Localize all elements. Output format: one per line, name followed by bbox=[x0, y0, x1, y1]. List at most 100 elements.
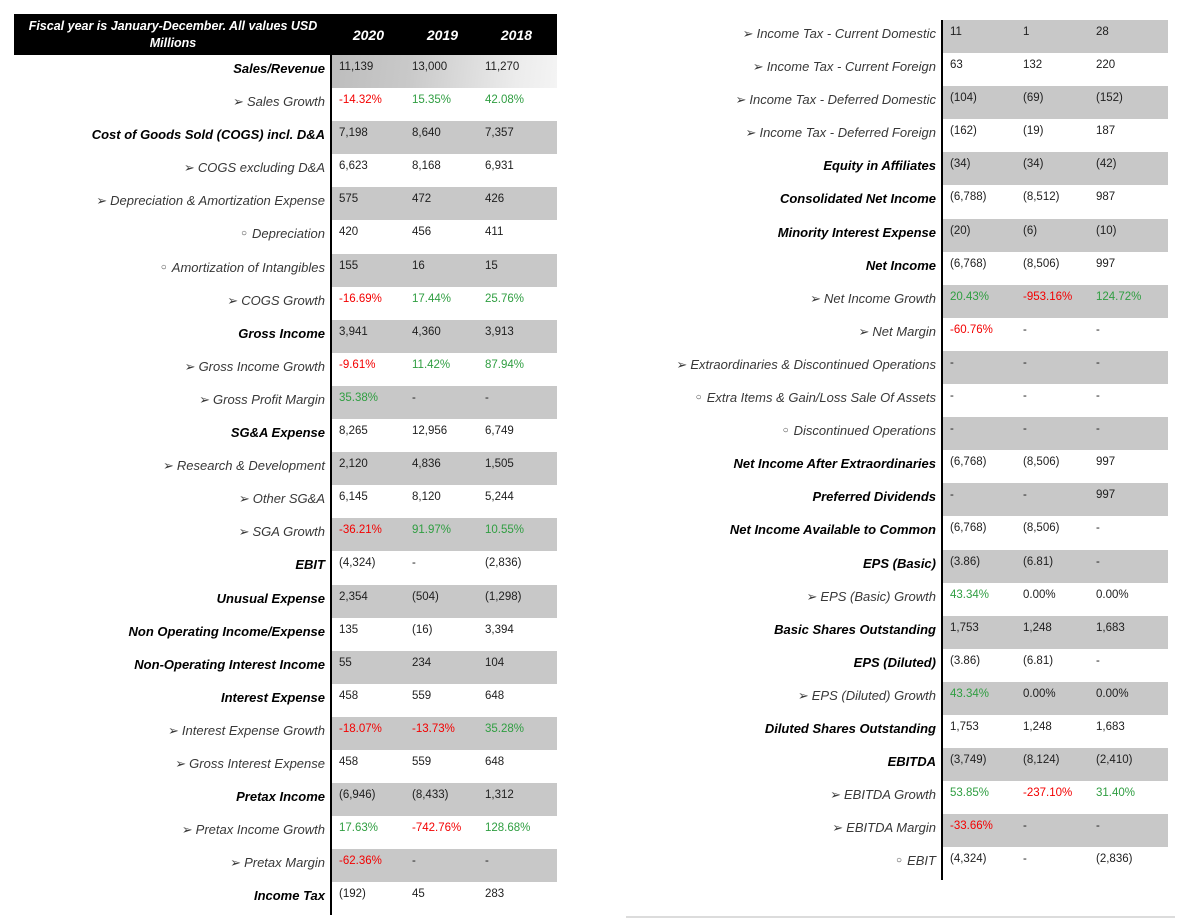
table-row: Net Income After Extraordinaries (6,768)… bbox=[628, 450, 1168, 484]
income-statement-table-right: ➢ Income Tax - Current Domestic 11 1 28 ➢… bbox=[628, 20, 1168, 881]
row-values: (3.86) (6.81) - bbox=[941, 648, 1168, 682]
value-cell-2018: 283 bbox=[485, 888, 505, 901]
row-label-text: EPS (Diluted) bbox=[853, 654, 936, 670]
bullet-circle-icon: ○ bbox=[240, 228, 247, 240]
value-cell-2018: (42) bbox=[1096, 158, 1117, 171]
table-row: Net Income Available to Common (6,768) (… bbox=[628, 516, 1168, 550]
row-values: (6,946) (8,433) 1,312 bbox=[330, 783, 557, 817]
value-cell-2018: 411 bbox=[485, 226, 504, 239]
row-label-text: EBITDA Growth bbox=[844, 787, 936, 803]
row-label: ➢ Gross Profit Margin bbox=[14, 386, 330, 419]
value-cell-2019: -237.10% bbox=[1023, 787, 1073, 800]
value-cell-2019: - bbox=[1023, 853, 1027, 866]
row-label: Equity in Affiliates bbox=[628, 152, 941, 185]
value-cell-2019: 559 bbox=[412, 689, 432, 702]
value-cell-2020: 1,753 bbox=[950, 621, 979, 634]
row-label-text: Amortization of Intangibles bbox=[171, 259, 325, 275]
row-label-text: Extra Items & Gain/Loss Sale Of Assets bbox=[706, 390, 936, 406]
value-cell-2020: 135 bbox=[339, 623, 359, 636]
value-cell-2020: (6,768) bbox=[950, 456, 987, 469]
value-cell-2020: 17.63% bbox=[339, 822, 379, 835]
value-cell-2019: - bbox=[412, 855, 416, 868]
table-row: Net Income (6,768) (8,506) 997 bbox=[628, 251, 1168, 285]
value-cell-2019: (16) bbox=[412, 623, 433, 636]
value-cell-2019: 8,168 bbox=[412, 160, 441, 173]
row-values: 17.63% -742.76% 128.68% bbox=[330, 816, 557, 850]
expand-arrow-icon: ➢ bbox=[184, 358, 196, 374]
expand-arrow-icon: ➢ bbox=[797, 687, 809, 703]
value-cell-2018: 997 bbox=[1096, 257, 1116, 270]
row-label: ➢ Depreciation & Amortization Expense bbox=[14, 187, 330, 220]
value-cell-2020: (104) bbox=[950, 92, 977, 105]
row-values: (3.86) (6.81) - bbox=[941, 549, 1168, 583]
row-label-text: Gross Profit Margin bbox=[213, 391, 325, 407]
row-label: ➢ Income Tax - Deferred Foreign bbox=[628, 119, 941, 152]
row-label: Basic Shares Outstanding bbox=[628, 616, 941, 649]
value-cell-2019: 472 bbox=[412, 193, 432, 206]
table-row: ○ Depreciation 420 456 411 bbox=[14, 220, 557, 254]
row-label-text: Sales/Revenue bbox=[233, 61, 325, 76]
value-cell-2019: - bbox=[1023, 390, 1027, 403]
row-values: (20) (6) (10) bbox=[941, 218, 1168, 252]
row-label: ➢ Net Income Growth bbox=[628, 285, 941, 318]
value-cell-2020: - bbox=[950, 390, 954, 403]
row-label-text: Income Tax - Deferred Domestic bbox=[749, 92, 936, 108]
row-label-text: Pretax Income Growth bbox=[195, 822, 325, 838]
value-cell-2018: (152) bbox=[1096, 92, 1123, 105]
row-values: - - - bbox=[941, 417, 1168, 451]
value-cell-2018: 0.00% bbox=[1096, 687, 1129, 700]
value-cell-2018: 28 bbox=[1096, 26, 1109, 38]
row-label: EPS (Basic) bbox=[628, 550, 941, 583]
row-label-text: Cost of Goods Sold (COGS) incl. D&A bbox=[91, 127, 325, 143]
row-values: -18.07% -13.73% 35.28% bbox=[330, 716, 557, 750]
table-row: ➢ Income Tax - Deferred Domestic (104) (6… bbox=[628, 86, 1168, 120]
value-cell-2018: 187 bbox=[1096, 125, 1116, 138]
table-row: Non Operating Income/Expense 135 (16) 3,… bbox=[14, 617, 557, 651]
row-label-text: COGS excluding D&A bbox=[197, 160, 325, 176]
row-label: ➢ EPS (Diluted) Growth bbox=[628, 682, 941, 715]
value-cell-2019: - bbox=[1023, 323, 1027, 336]
value-cell-2020: 3,941 bbox=[339, 325, 368, 338]
value-cell-2018: - bbox=[1096, 555, 1100, 568]
value-cell-2020: (162) bbox=[950, 125, 977, 138]
table-row: ➢ COGS Growth -16.69% 17.44% 25.76% bbox=[14, 286, 557, 320]
row-label: Net Income After Extraordinaries bbox=[628, 450, 941, 483]
value-cell-2020: 8,265 bbox=[339, 425, 368, 438]
row-values: 11,139 13,000 11,270 bbox=[330, 55, 557, 89]
row-label-text: SGA Growth bbox=[252, 524, 325, 540]
value-cell-2020: - bbox=[950, 423, 954, 436]
value-cell-2020: 2,120 bbox=[339, 458, 368, 471]
table-row: ○ Amortization of Intangibles 155 16 15 bbox=[14, 253, 557, 287]
row-label: ➢ EBITDA Margin bbox=[628, 814, 941, 847]
table-row: ➢ COGS excluding D&A 6,623 8,168 6,931 bbox=[14, 154, 557, 188]
value-cell-2018: 5,244 bbox=[485, 491, 514, 504]
row-label: Net Income Available to Common bbox=[628, 516, 941, 549]
row-values: (6,768) (8,506) 997 bbox=[941, 251, 1168, 285]
table-row: ➢ EPS (Basic) Growth 43.34% 0.00% 0.00% bbox=[628, 582, 1168, 616]
right-table-rows: ➢ Income Tax - Current Domestic 11 1 28 ➢… bbox=[628, 20, 1168, 881]
value-cell-2018: 87.94% bbox=[485, 358, 525, 371]
value-cell-2020: (6,768) bbox=[950, 522, 987, 535]
row-values: 53.85% -237.10% 31.40% bbox=[941, 781, 1168, 815]
table-row: Minority Interest Expense (20) (6) (10) bbox=[628, 218, 1168, 252]
value-cell-2019: - bbox=[1023, 356, 1027, 369]
value-cell-2019: 1,248 bbox=[1023, 720, 1052, 733]
table-row: SG&A Expense 8,265 12,956 6,749 bbox=[14, 419, 557, 453]
value-cell-2018: 104 bbox=[485, 656, 505, 669]
table-header: Fiscal year is January-December. All val… bbox=[14, 14, 557, 55]
value-cell-2019: (8,433) bbox=[412, 789, 449, 802]
row-values: (6,768) (8,506) 997 bbox=[941, 450, 1168, 484]
row-label-text: Equity in Affiliates bbox=[823, 158, 936, 174]
value-cell-2019: - bbox=[412, 391, 416, 404]
row-values: 3,941 4,360 3,913 bbox=[330, 319, 557, 353]
row-values: 155 16 15 bbox=[330, 253, 557, 287]
row-values: 43.34% 0.00% 0.00% bbox=[941, 582, 1168, 616]
row-label: ○ Depreciation bbox=[14, 220, 330, 253]
table-row: ➢ EBITDA Growth 53.85% -237.10% 31.40% bbox=[628, 781, 1168, 815]
table-row: ➢ Sales Growth -14.32% 15.35% 42.08% bbox=[14, 88, 557, 122]
value-cell-2018: (2,836) bbox=[1096, 853, 1133, 866]
value-cell-2020: 53.85% bbox=[950, 787, 990, 800]
row-label-text: Minority Interest Expense bbox=[777, 224, 936, 240]
value-cell-2018: 11,270 bbox=[485, 61, 520, 73]
expand-arrow-icon: ➢ bbox=[745, 125, 757, 141]
